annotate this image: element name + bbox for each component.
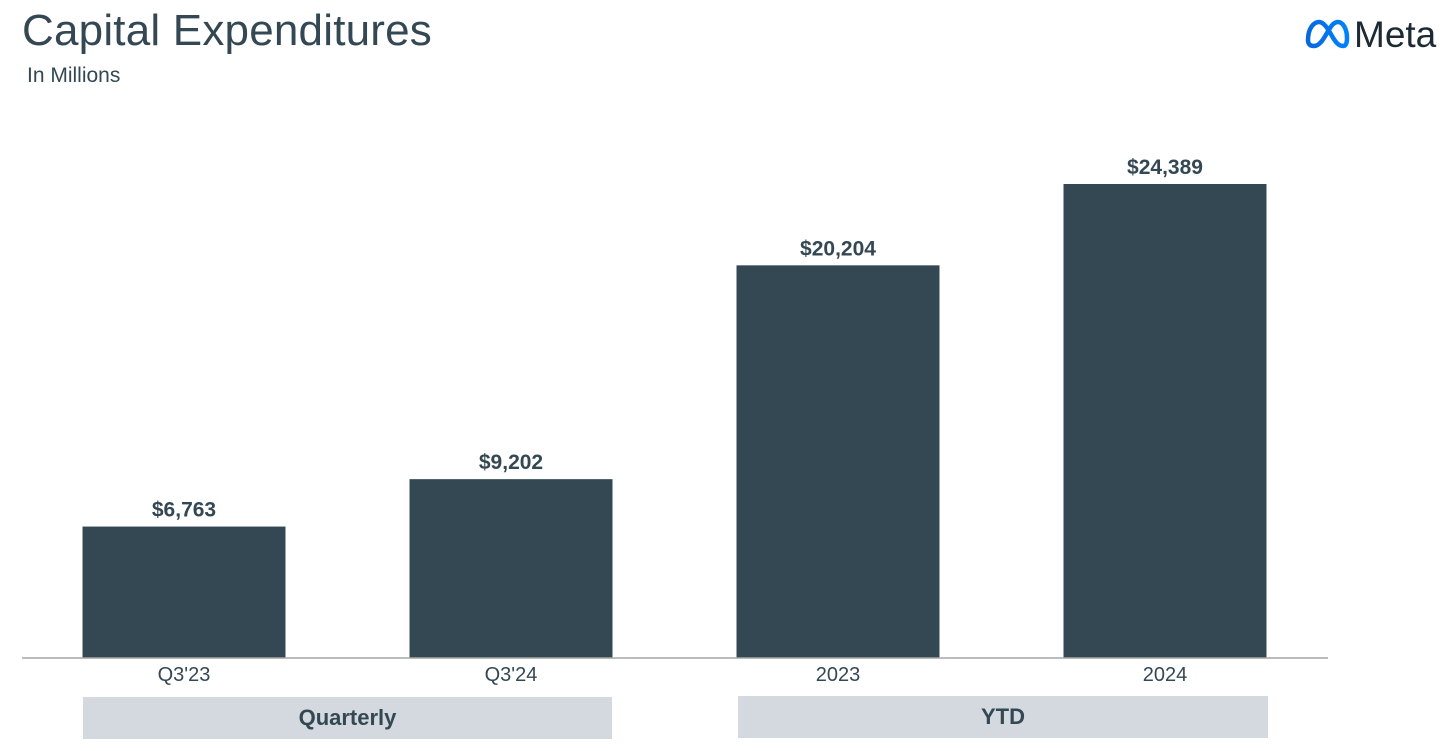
chart-subtitle: In Millions [27,64,121,87]
chart-title: Capital Expenditures [22,6,433,55]
bar-value-label-3: $24,389 [1127,156,1203,179]
bar-2 [736,265,940,658]
x-tick-label-3: 2024 [1143,664,1188,686]
bar-value-label-1: $9,202 [479,451,543,474]
group-ytd-box: YTD [738,696,1268,738]
group-ytd-label: YTD [981,704,1025,729]
logo-text: Meta [1354,14,1437,55]
bar-value-label-0: $6,763 [152,499,216,522]
bar-1 [409,479,613,658]
bar-3 [1063,184,1267,658]
meta-logo: Meta [1304,12,1454,58]
group-quarterly-box: Quarterly [83,697,612,739]
bar-0 [82,526,286,658]
labels-layer: $6,763 Q3'23 $9,202 Q3'24 $20,204 2023 $24,389… [152,156,1203,686]
x-tick-label-0: Q3'23 [158,664,211,686]
group-quarterly-label: Quarterly [298,705,397,730]
x-tick-label-2: 2023 [816,664,861,686]
meta-infinity-icon [1305,19,1350,49]
bars-layer [82,184,1267,658]
bar-value-label-2: $20,204 [800,237,876,260]
x-tick-label-1: Q3'24 [485,664,538,686]
